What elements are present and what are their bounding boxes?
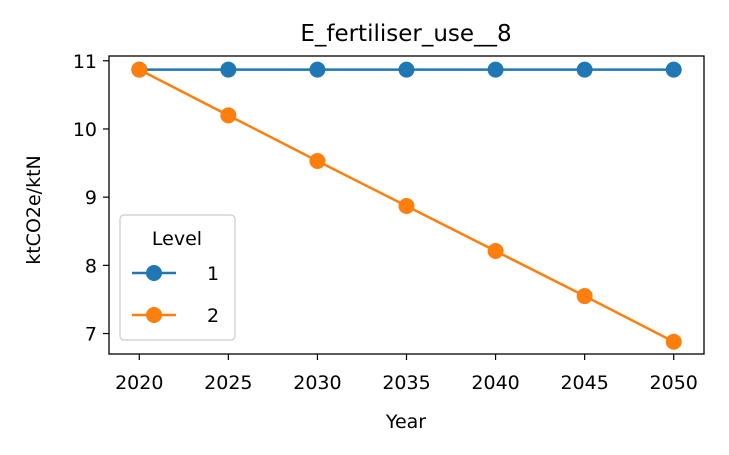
x-tick-label-2035: 2035: [382, 372, 430, 394]
series-1-point-2030: [309, 61, 326, 78]
y-tick-label-11: 11: [73, 51, 97, 73]
series-2-point-2025: [220, 107, 237, 124]
series-2-point-2050: [665, 333, 682, 350]
x-axis-label: Year: [385, 411, 426, 433]
y-tick-label-9: 9: [85, 187, 97, 209]
x-tick-label-2020: 2020: [115, 372, 163, 394]
legend-marker-series-1: [146, 265, 162, 281]
series-2-point-2030: [309, 153, 326, 170]
legend-frame: [119, 214, 236, 341]
y-tick-label-8: 8: [85, 255, 97, 277]
series-2-point-2045: [576, 288, 593, 305]
x-tick-label-2030: 2030: [293, 372, 341, 394]
legend-label-series-1: 1: [207, 263, 219, 285]
x-tick-label-2040: 2040: [471, 372, 519, 394]
series-1-point-2040: [487, 61, 504, 78]
series-2-point-2040: [487, 243, 504, 260]
x-tick-label-2050: 2050: [650, 372, 698, 394]
y-axis-label: ktCO2e/ktN: [23, 155, 45, 265]
legend: Level 1 2: [119, 214, 236, 341]
y-tick-label-7: 7: [85, 324, 97, 346]
legend-label-series-2: 2: [207, 305, 219, 327]
chart-title: E_fertiliser_use__8: [300, 21, 511, 47]
legend-marker-series-2: [146, 307, 162, 323]
series-1-point-2025: [220, 61, 237, 78]
series-1-point-2045: [576, 61, 593, 78]
series-1-point-2035: [398, 61, 415, 78]
x-tick-label-2045: 2045: [560, 372, 608, 394]
series-1-point-2050: [665, 61, 682, 78]
plot-area: 2020 2025 2030 2035 2040 2045 2050 7 8 9 10 11: [73, 51, 705, 394]
legend-title: Level: [152, 228, 202, 250]
x-tick-label-2025: 2025: [204, 372, 252, 394]
series-2-point-2035: [398, 198, 415, 215]
y-tick-label-10: 10: [73, 119, 97, 141]
series-2-point-2020: [131, 61, 148, 78]
